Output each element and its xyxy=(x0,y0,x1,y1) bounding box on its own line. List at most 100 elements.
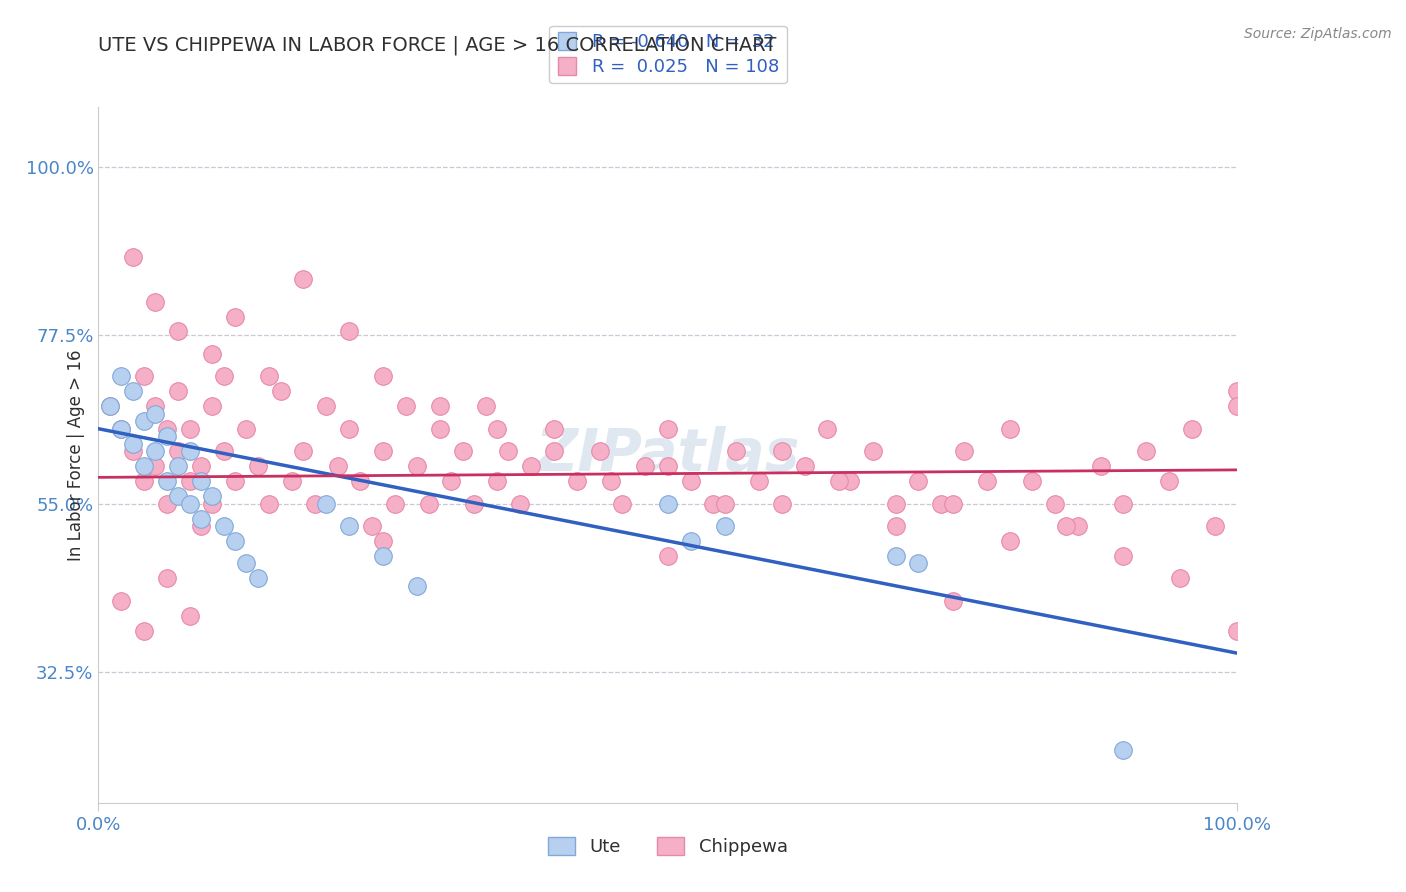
Point xyxy=(1112,743,1135,757)
Point xyxy=(1067,519,1090,533)
Point xyxy=(543,444,565,458)
Point xyxy=(179,608,201,623)
Point xyxy=(907,474,929,488)
Point xyxy=(190,519,212,533)
Point xyxy=(167,459,190,474)
Point xyxy=(337,325,360,339)
Point xyxy=(132,459,155,474)
Point xyxy=(942,594,965,608)
Point xyxy=(121,384,143,399)
Point xyxy=(371,533,394,548)
Point xyxy=(998,422,1021,436)
Point xyxy=(406,459,429,474)
Point xyxy=(884,549,907,563)
Point xyxy=(907,557,929,571)
Point xyxy=(98,399,121,413)
Point xyxy=(1135,444,1157,458)
Legend: Ute, Chippewa: Ute, Chippewa xyxy=(541,830,794,863)
Point xyxy=(1090,459,1112,474)
Point xyxy=(292,272,315,286)
Point xyxy=(110,422,132,436)
Point xyxy=(714,519,737,533)
Point xyxy=(418,497,440,511)
Point xyxy=(702,497,724,511)
Point xyxy=(1226,624,1249,638)
Point xyxy=(121,436,143,450)
Point xyxy=(384,497,406,511)
Point xyxy=(1226,384,1249,399)
Point xyxy=(862,444,884,458)
Point xyxy=(1157,474,1180,488)
Point xyxy=(156,429,179,443)
Point xyxy=(1054,519,1078,533)
Point xyxy=(839,474,862,488)
Point xyxy=(179,444,201,458)
Point xyxy=(1170,571,1192,585)
Point xyxy=(259,497,281,511)
Point xyxy=(371,444,394,458)
Point xyxy=(657,422,679,436)
Point xyxy=(942,497,965,511)
Point xyxy=(190,474,212,488)
Point xyxy=(190,511,212,525)
Point xyxy=(463,497,485,511)
Point xyxy=(98,399,121,413)
Point xyxy=(156,571,179,585)
Point xyxy=(246,571,269,585)
Point xyxy=(235,557,257,571)
Text: ZIPatlas: ZIPatlas xyxy=(536,426,800,483)
Point xyxy=(371,369,394,384)
Point xyxy=(612,497,634,511)
Point xyxy=(145,407,167,421)
Point xyxy=(145,294,167,309)
Point xyxy=(224,310,246,324)
Point xyxy=(953,444,976,458)
Point xyxy=(498,444,520,458)
Point xyxy=(132,369,155,384)
Point xyxy=(281,474,304,488)
Point xyxy=(998,533,1021,548)
Point xyxy=(565,474,588,488)
Point xyxy=(132,474,155,488)
Point xyxy=(337,519,360,533)
Point xyxy=(110,594,132,608)
Text: UTE VS CHIPPEWA IN LABOR FORCE | AGE > 16 CORRELATION CHART: UTE VS CHIPPEWA IN LABOR FORCE | AGE > 1… xyxy=(98,36,776,55)
Point xyxy=(520,459,543,474)
Point xyxy=(167,325,190,339)
Point xyxy=(179,497,201,511)
Point xyxy=(292,444,315,458)
Point xyxy=(349,474,371,488)
Point xyxy=(884,497,907,511)
Point xyxy=(201,497,224,511)
Point xyxy=(679,474,702,488)
Point xyxy=(212,519,235,533)
Point xyxy=(1204,519,1226,533)
Point xyxy=(145,459,167,474)
Point xyxy=(793,459,815,474)
Point xyxy=(212,369,235,384)
Point xyxy=(1021,474,1043,488)
Point xyxy=(748,474,770,488)
Point xyxy=(145,444,167,458)
Point xyxy=(121,444,143,458)
Point xyxy=(315,399,337,413)
Point xyxy=(657,497,679,511)
Point xyxy=(815,422,838,436)
Point xyxy=(235,422,257,436)
Point xyxy=(657,549,679,563)
Y-axis label: In Labor Force | Age > 16: In Labor Force | Age > 16 xyxy=(66,349,84,561)
Point xyxy=(371,549,394,563)
Point xyxy=(474,399,496,413)
Point xyxy=(315,497,337,511)
Point xyxy=(770,497,793,511)
Point xyxy=(156,497,179,511)
Point xyxy=(224,474,246,488)
Point xyxy=(259,369,281,384)
Point xyxy=(179,474,201,488)
Point xyxy=(145,399,167,413)
Point xyxy=(509,497,531,511)
Point xyxy=(1181,422,1204,436)
Point xyxy=(451,444,474,458)
Point xyxy=(110,369,132,384)
Point xyxy=(270,384,292,399)
